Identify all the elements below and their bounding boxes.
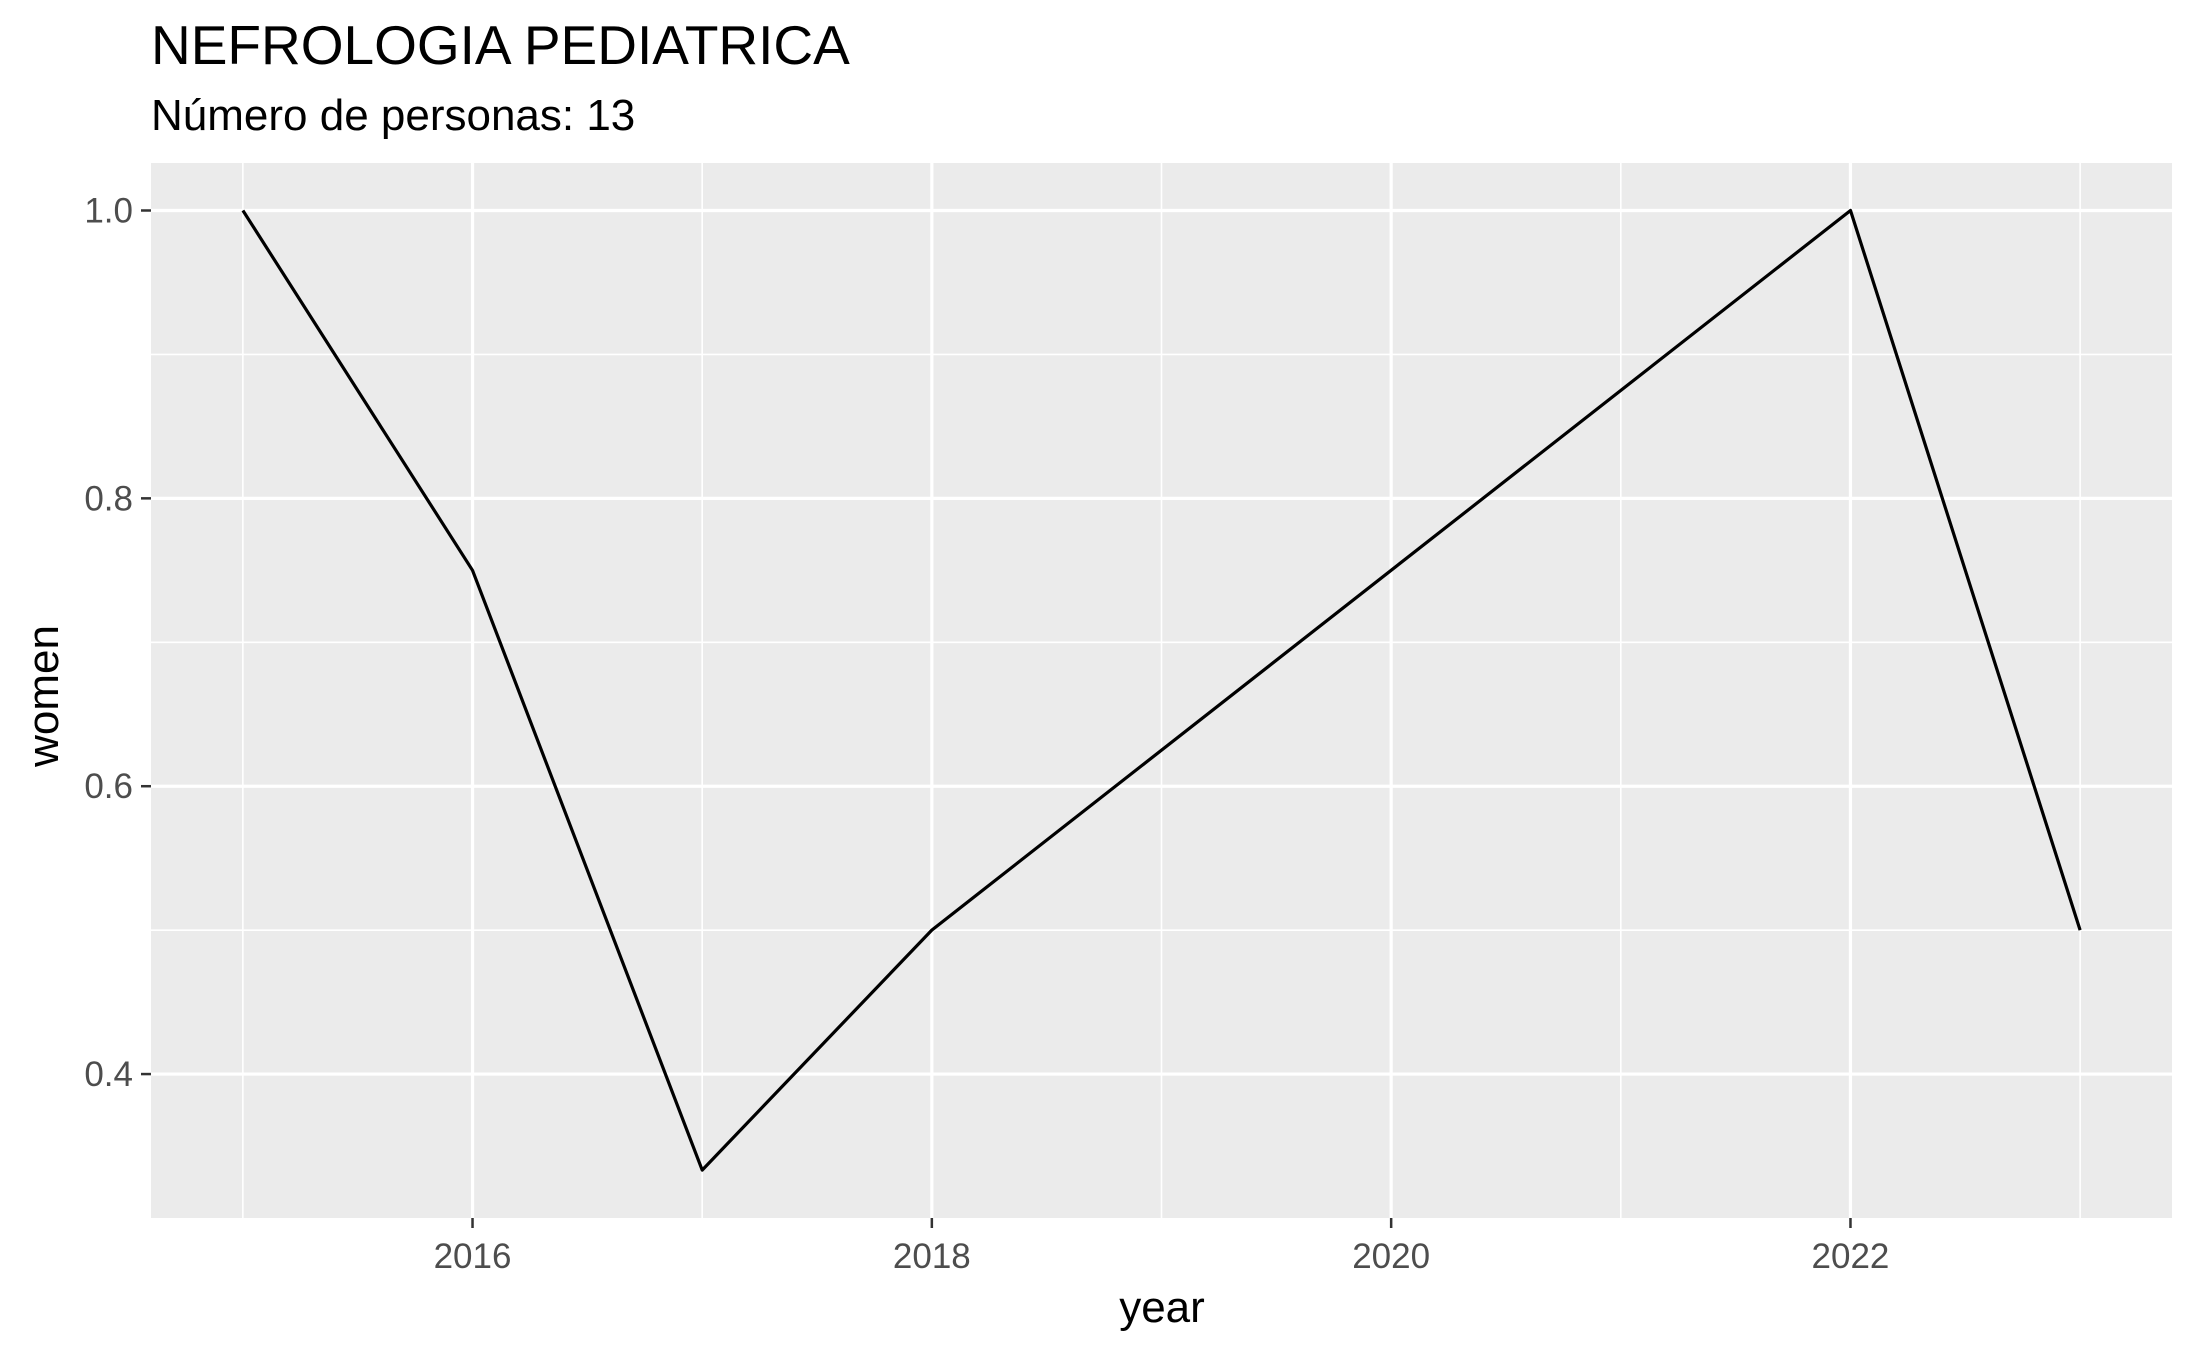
y-tick-label: 1.0 bbox=[84, 191, 133, 230]
y-tick-label: 0.6 bbox=[84, 767, 133, 806]
series-layer bbox=[241, 208, 2082, 1172]
series-line-women bbox=[241, 208, 2082, 1172]
chart-subtitle: Número de personas: 13 bbox=[151, 91, 635, 140]
y-tick-label: 0.4 bbox=[84, 1055, 133, 1094]
axis-ticks bbox=[141, 209, 1852, 1228]
major-gridlines bbox=[151, 163, 2172, 1218]
y-tick-label: 0.8 bbox=[84, 479, 133, 518]
chart-title: NEFROLOGIA PEDIATRICA bbox=[151, 14, 850, 76]
x-tick-label: 2018 bbox=[893, 1237, 971, 1276]
x-tick-label: 2016 bbox=[434, 1237, 512, 1276]
x-axis-title: year bbox=[1119, 1283, 1205, 1332]
minor-gridlines bbox=[151, 163, 2172, 1218]
axis-tick-labels: 2016 2018 2020 2022 0.4 0.6 0.8 1.0 bbox=[84, 191, 1889, 1276]
x-tick-label: 2022 bbox=[1812, 1237, 1890, 1276]
y-axis-title: women bbox=[19, 625, 68, 768]
x-tick-label: 2020 bbox=[1352, 1237, 1430, 1276]
